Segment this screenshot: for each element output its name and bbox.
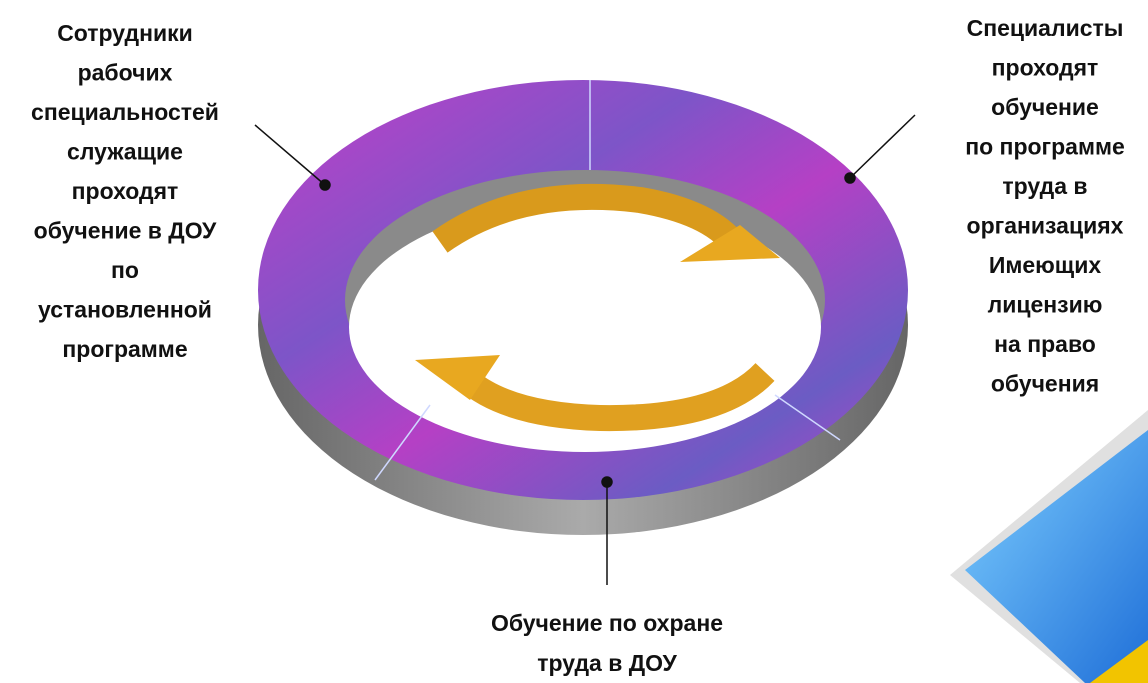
- node-label: на право: [994, 331, 1096, 357]
- node-label: Сотрудники: [57, 20, 193, 46]
- node-label: рабочих: [78, 60, 173, 86]
- callout-dot: [845, 173, 855, 183]
- node-label: служащие: [67, 139, 183, 165]
- decoration: [950, 410, 1148, 683]
- node-label: установленной: [38, 297, 212, 323]
- callout-dot: [602, 477, 612, 487]
- node-label: Специалисты: [967, 15, 1124, 41]
- node-label: программе: [62, 336, 187, 362]
- node-label: обучение в ДОУ: [34, 218, 217, 244]
- node-label: специальностей: [31, 99, 219, 125]
- blue-tile: [965, 430, 1148, 683]
- callout-line: [255, 125, 325, 185]
- callout-dot: [320, 180, 330, 190]
- ring: [258, 80, 908, 535]
- node-label: обучения: [991, 371, 1099, 397]
- node-label: Обучение по охране: [491, 610, 723, 636]
- node-label: труда в ДОУ: [537, 650, 677, 676]
- node-label: по: [111, 257, 139, 283]
- node-label: по программе: [965, 134, 1125, 160]
- node-label: организациях: [967, 213, 1124, 239]
- node-label: Имеющих: [989, 252, 1102, 278]
- node-label: труда в: [1002, 173, 1087, 199]
- node-label: проходят: [72, 178, 179, 204]
- callout-line: [850, 115, 915, 178]
- node-label: лицензию: [988, 292, 1103, 318]
- node-label: проходят: [992, 55, 1099, 81]
- node-label: обучение: [991, 94, 1099, 120]
- diagram: Сотрудники рабочих специальностей служащие п…: [0, 0, 1148, 683]
